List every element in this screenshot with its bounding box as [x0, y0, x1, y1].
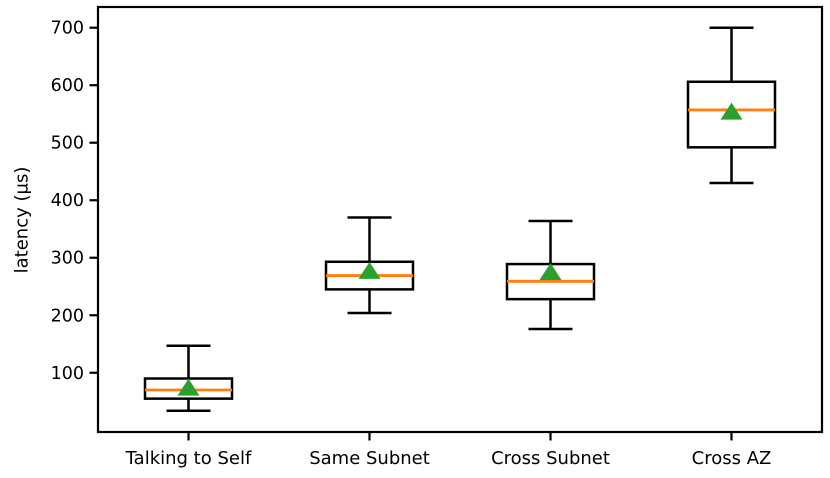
y-tick-label: 200 [51, 306, 84, 326]
y-tick-label: 600 [51, 76, 84, 96]
x-tick-label: Talking to Self [125, 448, 252, 469]
box-group-talking-to-self [143, 344, 234, 412]
y-tick-label: 400 [51, 191, 84, 211]
y-tick-label: 700 [51, 19, 84, 39]
iqr-box [686, 80, 777, 149]
y-tick-label: 100 [51, 364, 84, 384]
y-tick-label: 500 [51, 134, 84, 154]
x-tick-label: Cross AZ [692, 448, 772, 469]
box-group-cross-az [686, 26, 777, 185]
x-tick-label: Same Subnet [309, 448, 430, 469]
mean-marker [177, 378, 200, 396]
box-group-same-subnet [324, 216, 415, 315]
x-tick-label: Cross Subnet [491, 448, 610, 469]
mean-marker [539, 263, 562, 281]
plot-border [96, 5, 824, 434]
box-group-cross-subnet [505, 219, 596, 331]
mean-marker [358, 261, 381, 279]
y-tick-label: 300 [51, 249, 84, 269]
iqr-box [143, 377, 234, 400]
mean-marker [720, 102, 743, 120]
